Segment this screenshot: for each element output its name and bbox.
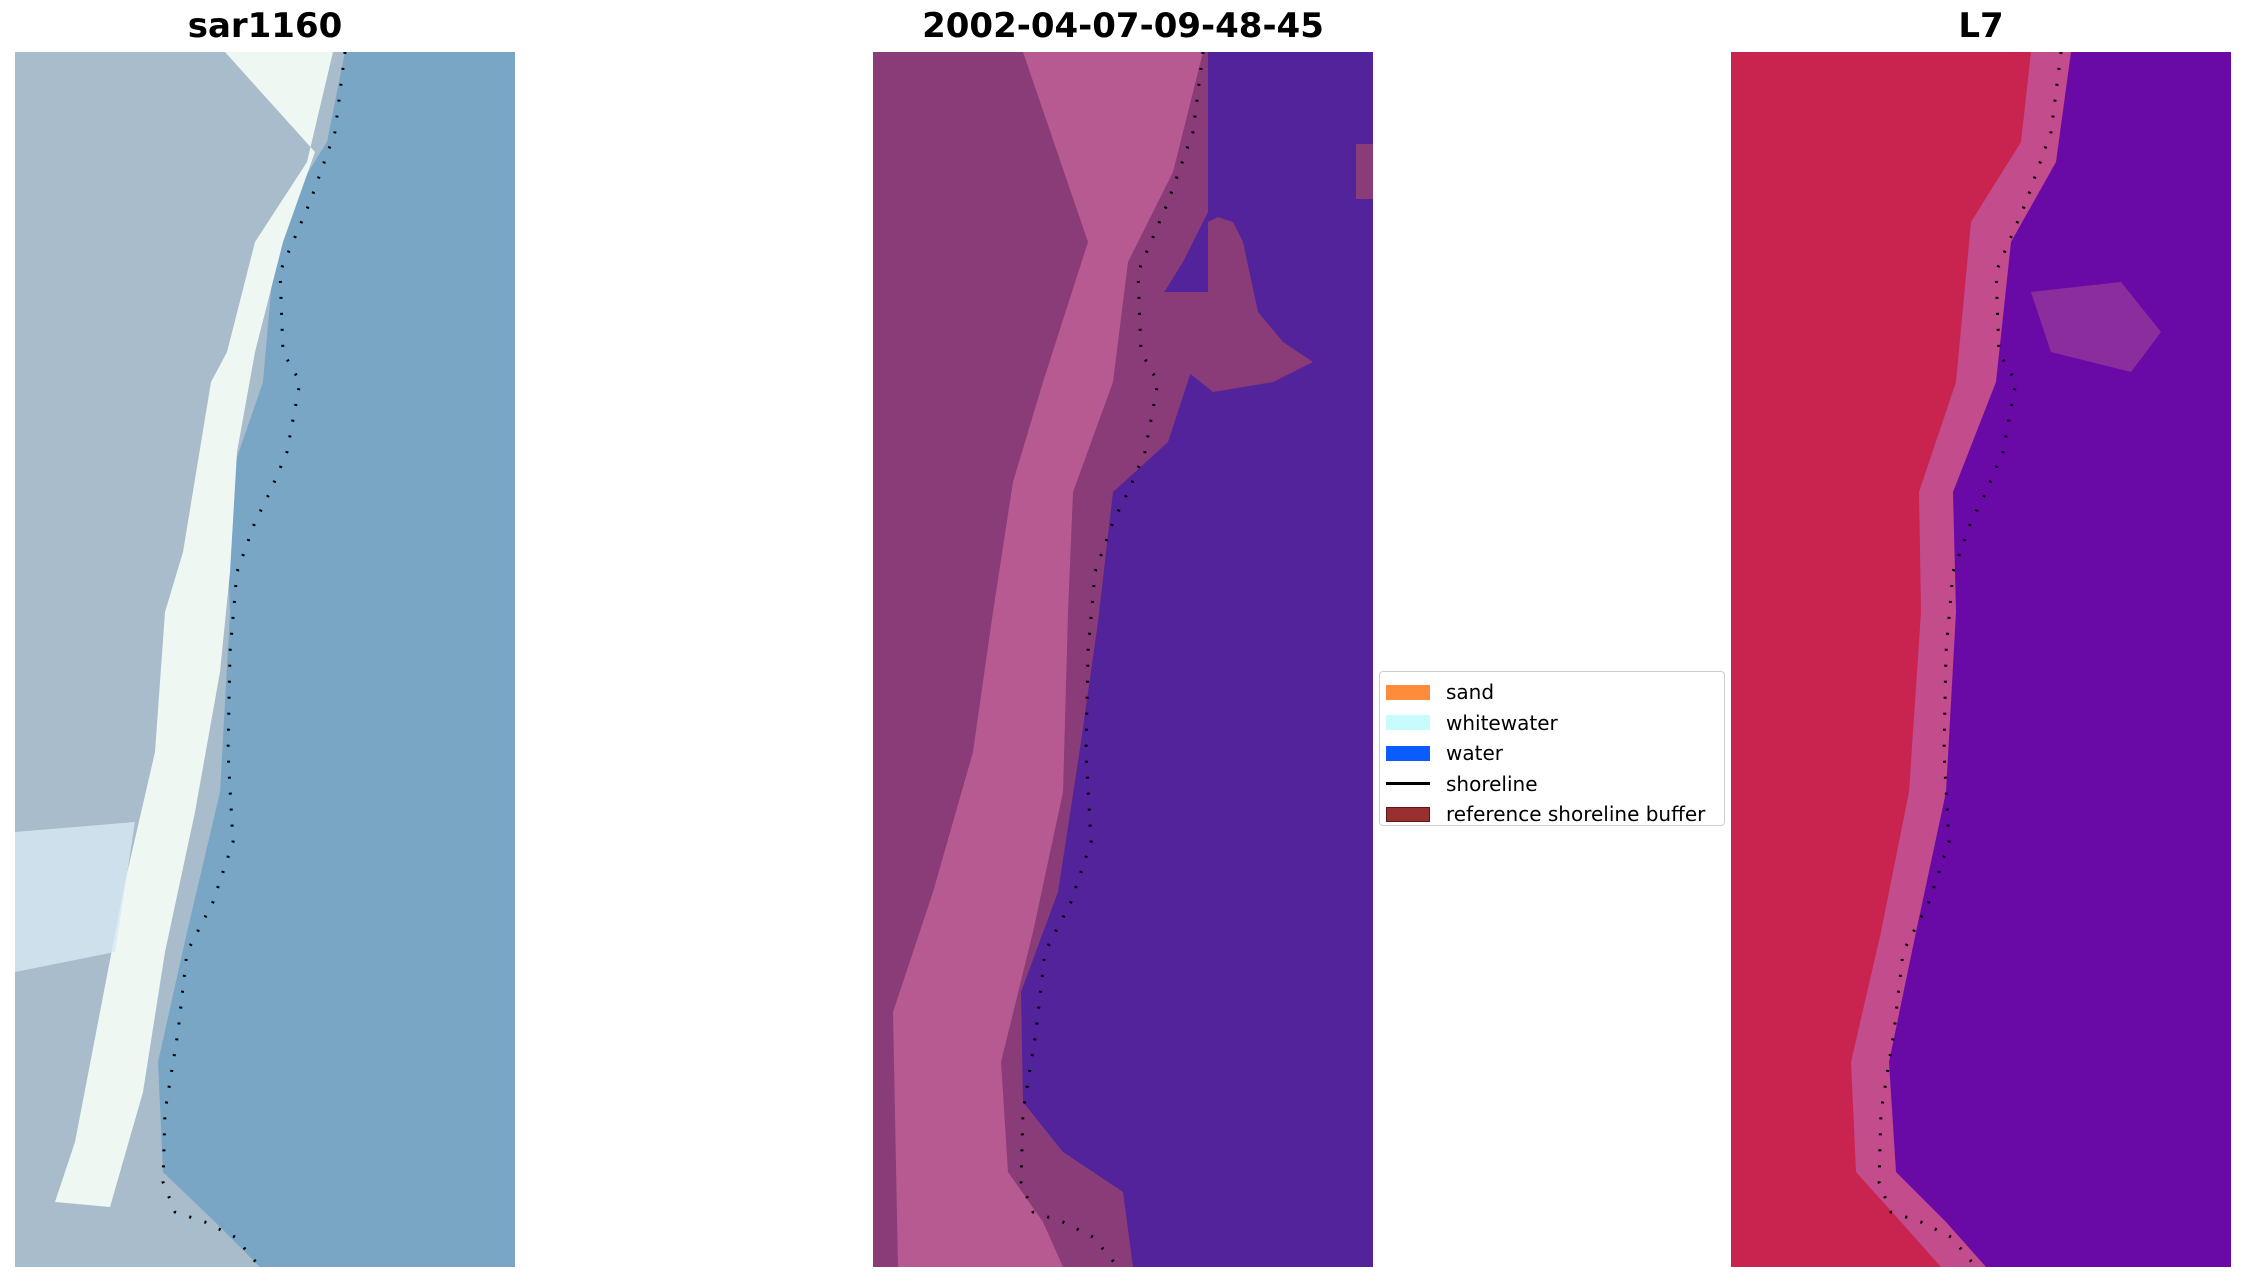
classified-buffer [893,52,1203,1267]
rgb-foam-haze [15,822,135,972]
shoreline-dotted-index [1877,52,2063,1267]
rgb-foam [55,52,333,1207]
legend-line-shoreline [1386,782,1430,786]
panel-title-classified: 2002-04-07-09-48-45 [922,6,1324,46]
legend-swatch-buffer [1386,806,1430,822]
legend-item-sand: sand [1386,677,1718,708]
classified-sandbar [1153,217,1313,392]
index-transition [1851,52,2071,1267]
legend-swatch-whitewater [1386,715,1430,731]
shoreline-dotted-rgb [161,52,347,1267]
legend-item-whitewater: whitewater [1386,708,1718,739]
legend-label-sand: sand [1446,680,1495,705]
classified-edge-patch [1356,144,1373,199]
index-image-panel [1731,52,2231,1267]
legend-item-water: water [1386,738,1718,769]
legend-item-shoreline: shoreline [1386,769,1718,800]
shoreline-dotted-classified [1019,52,1205,1267]
legend-swatch-sand [1386,684,1430,700]
index-sandbar-glow [2031,282,2161,372]
legend-item-buffer: reference shoreline buffer [1386,799,1718,830]
legend-label-whitewater: whitewater [1446,710,1558,735]
legend-label-water: water [1446,741,1503,766]
panel-title-rgb: sar1160 [187,6,343,46]
rgb-image-panel [15,52,515,1267]
legend-label-shoreline: shoreline [1446,771,1538,796]
classified-image-panel [873,52,1373,1267]
legend-label-buffer: reference shoreline buffer [1446,802,1706,827]
legend: sand whitewater water shoreline referenc… [1379,671,1725,826]
legend-swatch-water [1386,745,1430,761]
panel-title-index: L7 [1958,6,2004,46]
